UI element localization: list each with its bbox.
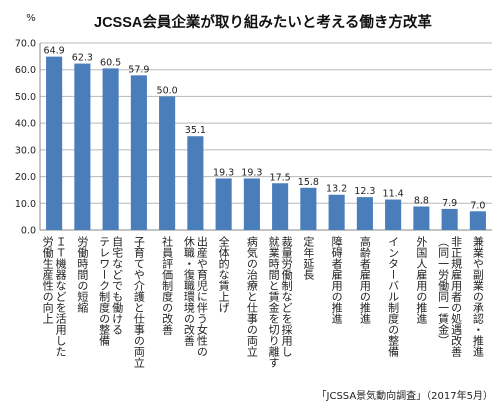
category-label: （同一労働同一賃金）: [437, 236, 450, 346]
source-note: 「JCSSA景気動向調査」（2017年5月）: [317, 389, 493, 402]
bar: [300, 187, 317, 230]
category-label: 休職・復職環境の改善: [182, 236, 195, 347]
category-label: 裁量労働制などを採用し: [280, 236, 293, 357]
y-tick-label: 60.0: [15, 65, 36, 76]
bars: [46, 56, 486, 231]
bar: [356, 197, 373, 230]
category-label: 定年延長: [302, 235, 315, 281]
value-label: 64.9: [44, 46, 65, 57]
value-label: 19.3: [241, 167, 262, 178]
category-label: インターバル制度の整備: [387, 236, 400, 358]
category-label: 就業時間と賃金を切り離す: [267, 235, 280, 368]
value-label: 19.3: [213, 167, 234, 178]
y-tick-label: 30.0: [15, 145, 36, 156]
bar: [441, 208, 458, 230]
category-label: 障碍者雇用の推進: [330, 235, 343, 324]
y-tick-label: 50.0: [15, 92, 36, 103]
category-label: 高齢者雇用の推進: [358, 235, 371, 324]
value-label: 35.1: [185, 125, 206, 136]
category-label: テレワーク制度の整備: [98, 236, 111, 347]
y-tick-label: 0.0: [21, 226, 36, 237]
y-tick-label: 20.0: [15, 172, 36, 183]
bar: [130, 75, 147, 231]
category-label: ＩＴ機器などを活用した: [54, 236, 67, 357]
category-label: 非正規雇用者の処遇改善: [450, 236, 463, 358]
y-tick-label: 40.0: [15, 119, 36, 130]
bar: [102, 68, 119, 230]
category-label: 病気の治療と仕事の両立: [245, 235, 258, 357]
bar: [74, 63, 91, 230]
value-label: 15.8: [298, 177, 319, 188]
bar: [385, 199, 402, 230]
bar: [187, 136, 204, 230]
bar: [159, 96, 176, 230]
category-label: 出産や育児に伴う女性の: [195, 235, 208, 357]
value-label: 62.3: [72, 53, 93, 64]
value-label: 11.4: [383, 189, 404, 200]
value-labels: 64.9 62.3 60.5 57.9 50.0 35.1 19.3 19.3 17.5 15.8…: [44, 46, 486, 212]
y-tick-label: 70.0: [15, 39, 36, 50]
value-label: 7.9: [442, 198, 457, 209]
category-label: 子育てや介護と仕事の両立: [132, 236, 145, 368]
category-label: 外国人雇用の推進: [415, 236, 428, 324]
value-label: 50.0: [157, 85, 178, 96]
bar: [469, 211, 486, 230]
bar: [272, 183, 289, 230]
value-label: 57.9: [128, 64, 149, 75]
bar: [243, 178, 260, 230]
bar: [328, 194, 345, 230]
value-label: 7.0: [470, 200, 485, 211]
bar: [46, 56, 63, 231]
category-label: 兼業や副業の承認・推進: [471, 236, 484, 357]
category-label: 自宅などでも働ける: [111, 236, 124, 335]
category-label: 労働時間の短縮: [76, 235, 89, 314]
y-tick-labels: 0.0 10.0 20.0 30.0 40.0 50.0 60.0 70.0: [15, 39, 36, 237]
bar: [215, 178, 232, 230]
bar: [413, 206, 430, 230]
value-label: 8.8: [414, 195, 429, 206]
category-label: 社員評価制度の改善: [161, 235, 174, 336]
value-label: 17.5: [270, 172, 291, 183]
y-tick-label: 10.0: [15, 199, 36, 210]
chart-title: JCSSA会員企業が取り組みたいと考える働き方改革: [94, 13, 432, 31]
y-axis-unit: %: [26, 13, 36, 24]
category-label: 全体的な賃上げ: [217, 235, 230, 313]
value-label: 60.5: [100, 57, 121, 68]
category-label: 労働生産性の向上: [41, 235, 54, 324]
value-label: 12.3: [354, 186, 375, 197]
value-label: 13.2: [326, 184, 347, 195]
